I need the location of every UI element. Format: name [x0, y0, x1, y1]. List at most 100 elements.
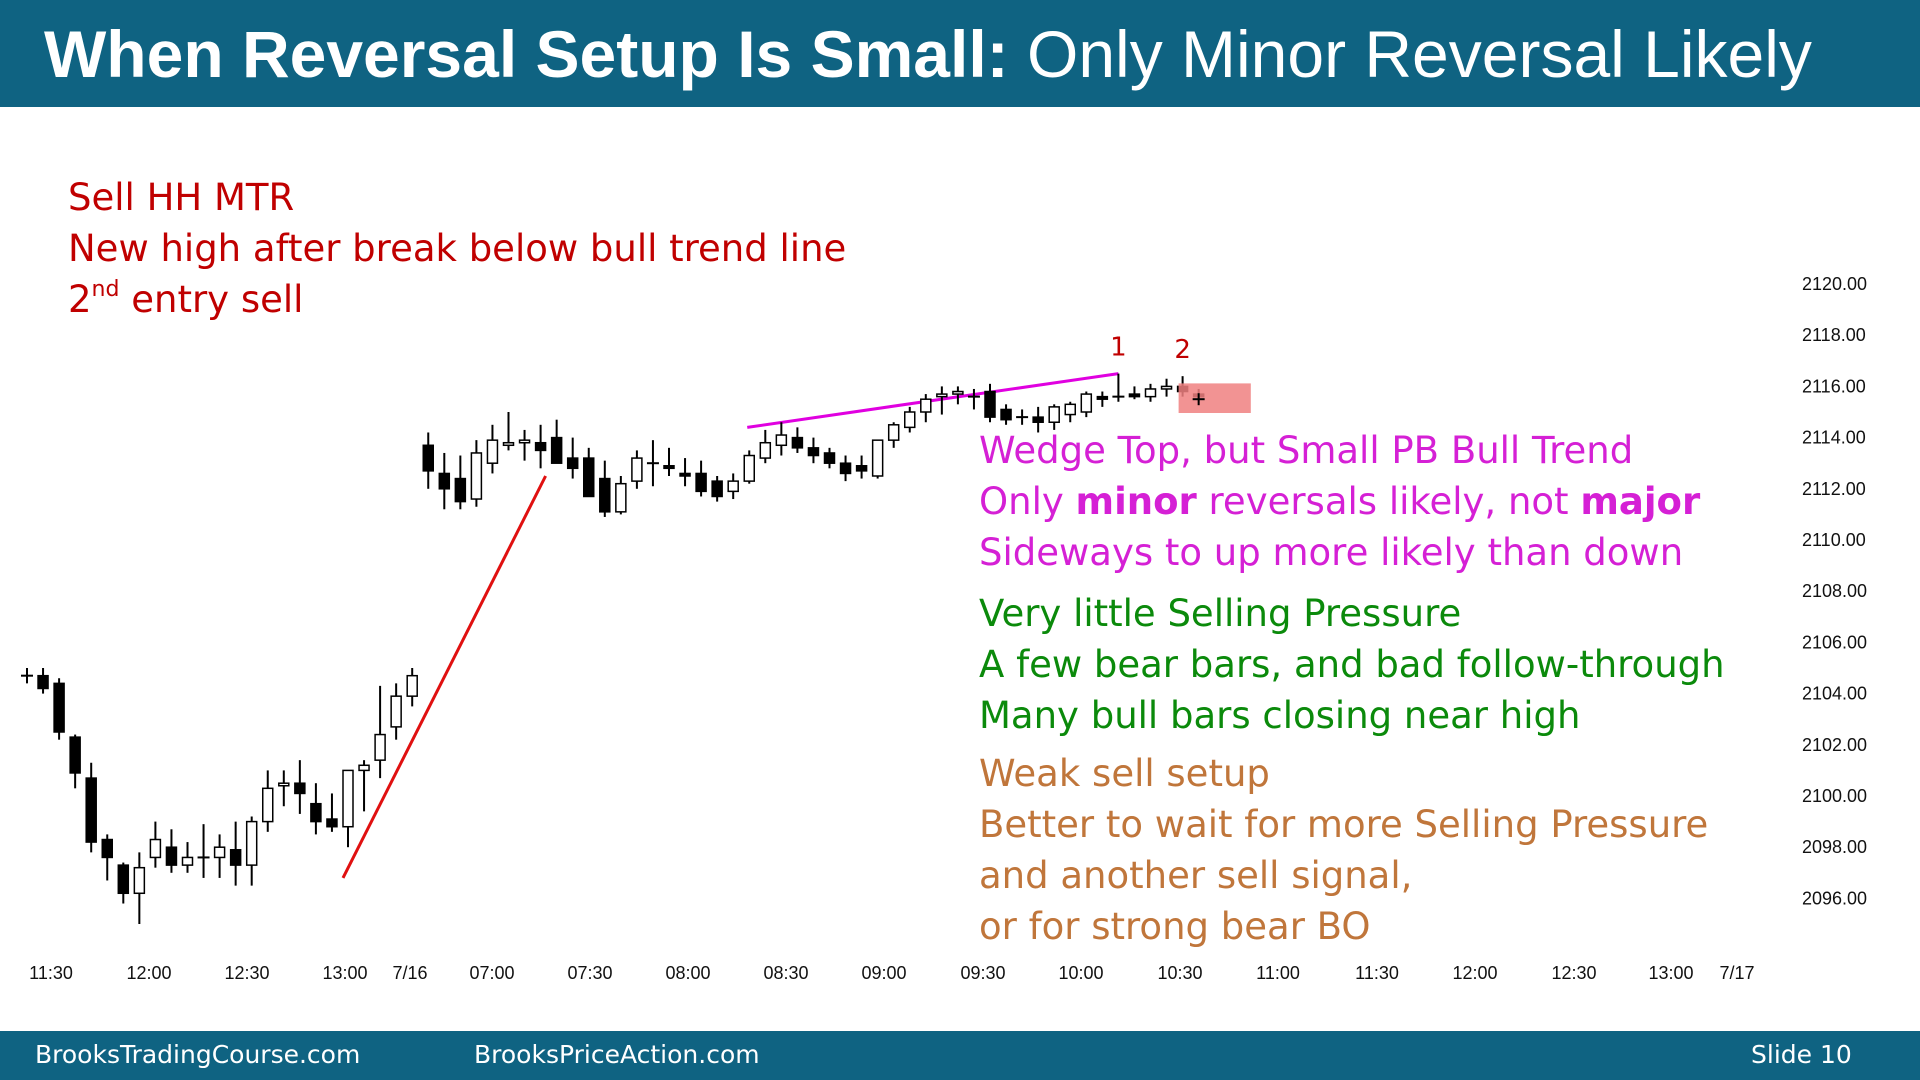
bull-candle-body: [213, 846, 226, 859]
bull-candle-body: [278, 782, 290, 787]
candle: [486, 424, 499, 474]
bull-candle-body: [936, 393, 948, 398]
candle: [374, 685, 386, 779]
candle: [1112, 373, 1125, 402]
bear-candle-body: [294, 782, 306, 795]
bear-candle-body: [69, 736, 81, 774]
candle: [37, 668, 49, 694]
x-tick-label: 08:30: [763, 963, 808, 983]
x-tick-label: 12:00: [126, 963, 171, 983]
bull-candle-body: [181, 856, 194, 866]
slide-number: Slide 10: [1751, 1040, 1852, 1069]
candle: [839, 455, 852, 482]
x-tick-label: 07:00: [469, 963, 514, 983]
bear-candle-body: [599, 477, 611, 513]
minor-prefix: Only: [979, 480, 1076, 523]
candle: [518, 429, 531, 461]
candle: [294, 760, 306, 814]
bear-candle-body: [454, 477, 467, 503]
bull-candle-body: [245, 820, 258, 866]
red-note-line-1: Sell HH MTR: [68, 176, 295, 219]
brown-notes: Weak sell setup Better to wait for more …: [979, 748, 1708, 952]
bear-candle-body: [101, 838, 113, 859]
candle: [69, 734, 81, 789]
entry-label-1: 1: [1110, 333, 1127, 363]
x-tick-label: 11:30: [29, 963, 73, 983]
bull-candle-body: [727, 480, 739, 493]
bear-candle-body: [583, 457, 595, 498]
entry-number: 2: [68, 278, 92, 321]
candle: [310, 783, 322, 835]
x-tick-label: 11:30: [1355, 963, 1399, 983]
brown-note-line-1: Weak sell setup: [979, 752, 1270, 795]
bear-candle-body: [855, 465, 868, 472]
x-tick-label: 7/17: [1719, 963, 1754, 983]
candle: [550, 419, 563, 464]
candle: [534, 424, 547, 469]
magenta-note-line-2: Only minor reversals likely, not major: [979, 476, 1700, 527]
bear-candle-body: [791, 436, 804, 449]
x-tick-label: 11:00: [1256, 963, 1300, 983]
x-tick-label: 12:00: [1452, 963, 1497, 983]
candle: [438, 452, 451, 510]
y-tick-label: 2112.00: [1802, 479, 1866, 499]
x-tick-label: 10:00: [1058, 963, 1103, 983]
candle: [679, 458, 691, 487]
candle: [646, 440, 659, 487]
x-tick-label: 07:30: [567, 963, 612, 983]
magenta-note-line-3: Sideways to up more likely than down: [979, 531, 1684, 574]
bear-candle-body: [53, 682, 65, 733]
bull-candle-body: [1160, 385, 1173, 390]
candle: [1064, 401, 1076, 423]
candle: [936, 386, 948, 415]
brown-note-line-3: and another sell signal,: [979, 854, 1413, 897]
candle: [245, 816, 258, 886]
candle: [213, 834, 226, 878]
y-tick-label: 2100.00: [1802, 786, 1867, 806]
bear-candle-body: [1032, 416, 1044, 423]
bull-candle-body: [1080, 393, 1093, 413]
slide-footer: BrooksTradingCourse.com BrooksPriceActio…: [0, 1031, 1920, 1080]
bear-candle-body: [85, 777, 97, 843]
candle: [566, 437, 579, 479]
major-word: major: [1580, 480, 1701, 523]
bull-candle-body: [374, 733, 386, 761]
y-tick-label: 2096.00: [1802, 888, 1867, 908]
green-note-line-1: Very little Selling Pressure: [979, 592, 1462, 635]
bull-candle-body: [743, 454, 755, 482]
candle: [1144, 383, 1157, 402]
bear-candle-body: [823, 452, 836, 464]
candle: [390, 683, 402, 740]
magenta-notes: Wedge Top, but Small PB Bull Trend Only …: [979, 425, 1700, 578]
candle: [855, 455, 868, 479]
red-notes: Sell HH MTR New high after break below b…: [68, 172, 846, 325]
bull-candle-body: [631, 457, 643, 482]
candle: [920, 394, 932, 423]
bull-candle-body: [262, 787, 274, 823]
candle: [887, 422, 900, 448]
candle: [165, 829, 178, 873]
y-tick-label: 2110.00: [1802, 530, 1866, 550]
bear-candle-body: [1000, 408, 1012, 421]
candle: [406, 668, 418, 707]
candle: [278, 770, 290, 807]
bull-candle-body: [759, 441, 772, 459]
candle: [823, 447, 836, 469]
candle: [358, 760, 370, 812]
bear-candle-body: [695, 472, 707, 493]
green-notes: Very little Selling Pressure A few bear …: [979, 588, 1725, 741]
candle: [775, 422, 788, 456]
candle: [663, 447, 675, 476]
candle: [454, 455, 467, 510]
title-regular-part: Only Minor Reversal Likely: [1026, 17, 1812, 91]
x-axis: 11:30 12:00 12:30 13:00 7/16 07:00 07:30 08:00 0…: [29, 963, 1754, 983]
candle: [229, 821, 242, 886]
bear-candle-body: [1128, 393, 1141, 398]
x-tick-label: 08:00: [665, 963, 710, 983]
candle: [711, 476, 723, 502]
x-tick-label: 13:00: [322, 963, 367, 983]
candle: [1128, 386, 1141, 400]
candle: [759, 429, 772, 464]
candle: [904, 406, 916, 433]
